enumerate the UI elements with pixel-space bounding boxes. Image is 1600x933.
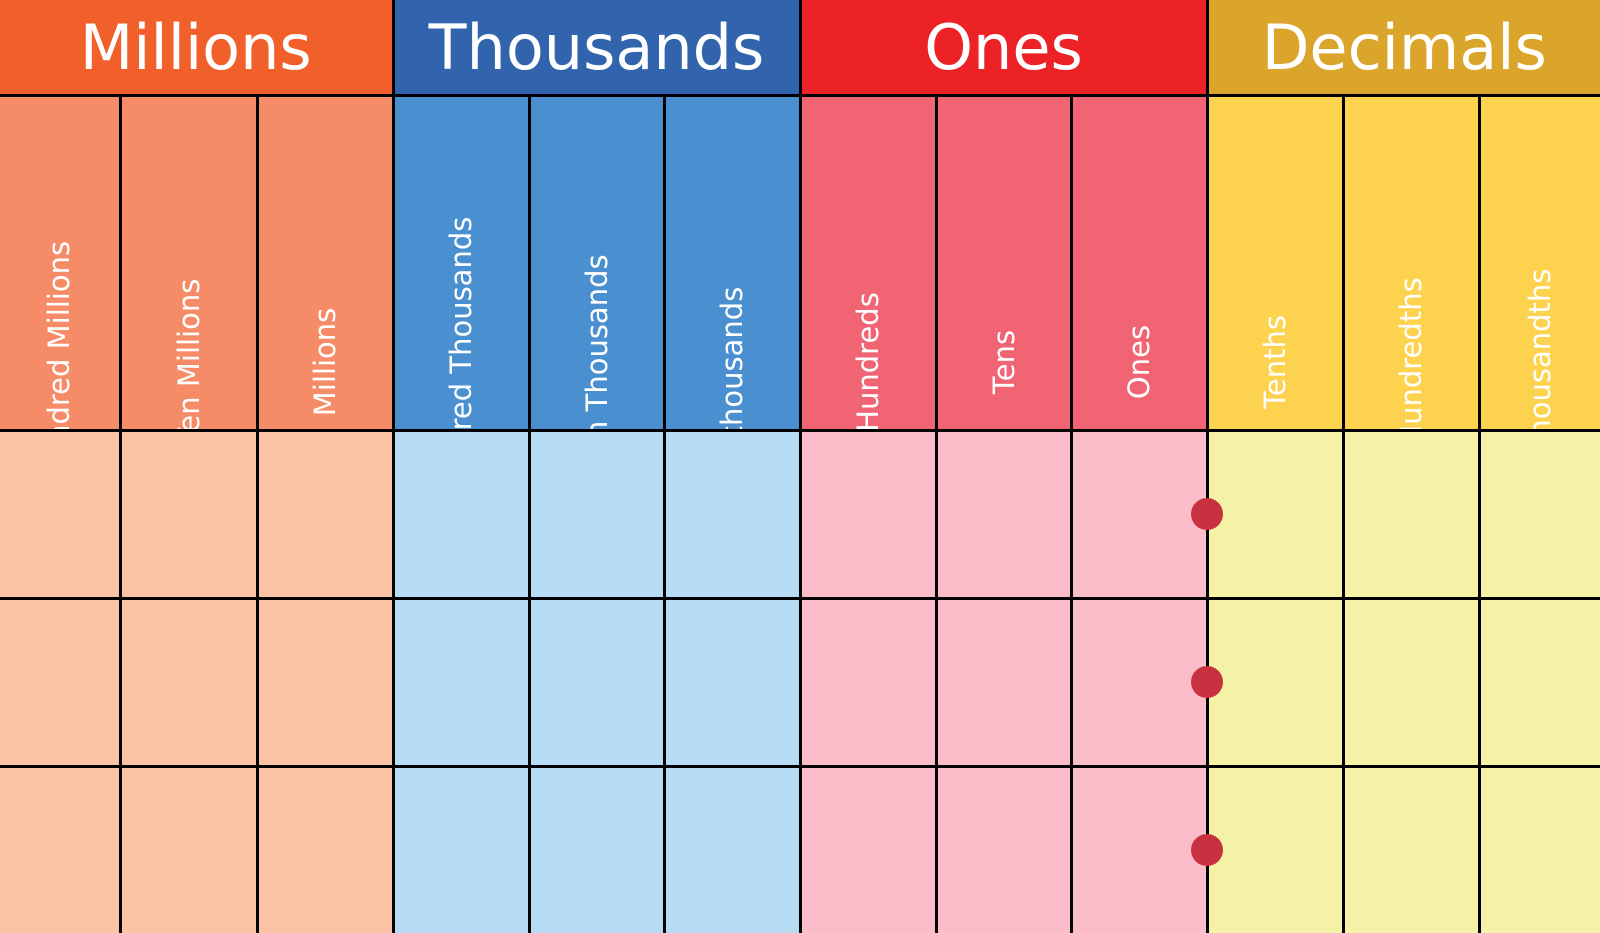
table-cell[interactable] <box>0 768 119 933</box>
column-header: Hundredths <box>1345 97 1478 429</box>
table-cell[interactable] <box>531 768 663 933</box>
table-cell[interactable] <box>531 600 663 765</box>
column-label: Ten Thousands <box>580 254 614 428</box>
column-header: Millions <box>259 97 392 429</box>
column-label: Ones <box>1122 325 1156 399</box>
table-cell[interactable] <box>1481 600 1600 765</box>
table-cell[interactable] <box>259 600 392 765</box>
group-header-decimals: Decimals <box>1209 0 1600 94</box>
table-cell[interactable] <box>1209 432 1342 597</box>
group-header-thousands: Thousands <box>395 0 799 94</box>
column-header: Hundreds <box>802 97 935 429</box>
table-cell[interactable] <box>1209 600 1342 765</box>
column-label: Millions <box>308 308 342 416</box>
table-cell[interactable] <box>666 768 799 933</box>
table-cell[interactable] <box>666 600 799 765</box>
table-cell[interactable] <box>1481 768 1600 933</box>
decimal-point-dot <box>1191 834 1223 866</box>
table-cell[interactable] <box>1073 432 1206 597</box>
column-header: Hundred Thousands <box>395 97 528 429</box>
column-label: Ten Millions <box>172 279 206 429</box>
table-cell[interactable] <box>259 432 392 597</box>
decimal-point-dot <box>1191 498 1223 530</box>
column-header: Hundred Millions <box>0 97 119 429</box>
decimal-point-dot <box>1191 666 1223 698</box>
table-cell[interactable] <box>1481 432 1600 597</box>
table-cell[interactable] <box>938 600 1070 765</box>
column-label: Hundred Millions <box>42 241 76 429</box>
table-cell[interactable] <box>1345 768 1478 933</box>
column-label: Thousandths <box>1523 269 1557 429</box>
table-cell[interactable] <box>395 432 528 597</box>
column-label: Tenths <box>1258 315 1292 409</box>
table-cell[interactable] <box>0 432 119 597</box>
column-label: Hundreds <box>851 292 885 428</box>
column-header: Tens <box>938 97 1070 429</box>
column-label: Tens <box>987 330 1021 394</box>
table-cell[interactable] <box>938 432 1070 597</box>
column-header: Thousandths <box>1481 97 1600 429</box>
table-cell[interactable] <box>122 432 256 597</box>
table-cell[interactable] <box>122 768 256 933</box>
column-header: Ones <box>1073 97 1206 429</box>
table-cell[interactable] <box>1345 600 1478 765</box>
table-cell[interactable] <box>395 600 528 765</box>
table-cell[interactable] <box>1073 768 1206 933</box>
column-label: thousands <box>715 287 749 429</box>
column-header: thousands <box>666 97 799 429</box>
table-cell[interactable] <box>1209 768 1342 933</box>
column-label: Hundred Thousands <box>444 217 478 429</box>
table-cell[interactable] <box>395 768 528 933</box>
table-cell[interactable] <box>1345 432 1478 597</box>
column-header: Ten Thousands <box>531 97 663 429</box>
table-cell[interactable] <box>938 768 1070 933</box>
group-header-ones: Ones <box>802 0 1206 94</box>
table-cell[interactable] <box>0 600 119 765</box>
group-header-millions: Millions <box>0 0 392 94</box>
table-cell[interactable] <box>531 432 663 597</box>
table-cell[interactable] <box>802 768 935 933</box>
table-cell[interactable] <box>122 600 256 765</box>
table-cell[interactable] <box>802 600 935 765</box>
column-label: Hundredths <box>1394 277 1428 428</box>
table-cell[interactable] <box>259 768 392 933</box>
table-cell[interactable] <box>802 432 935 597</box>
column-header: Tenths <box>1209 97 1342 429</box>
table-cell[interactable] <box>666 432 799 597</box>
column-header: Ten Millions <box>122 97 256 429</box>
table-cell[interactable] <box>1073 600 1206 765</box>
